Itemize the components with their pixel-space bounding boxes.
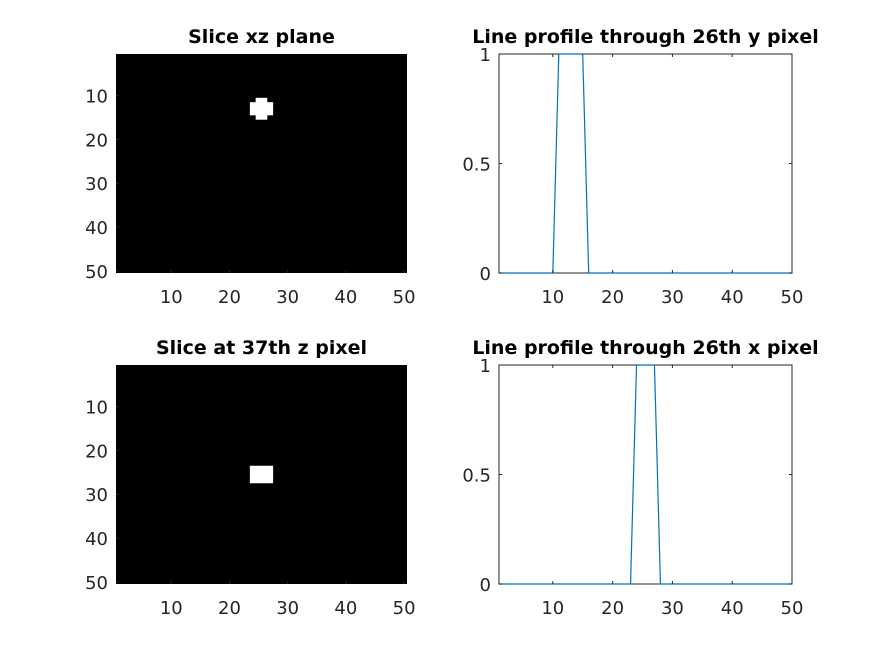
- x-tick-label: 10: [160, 598, 183, 619]
- x-tick-label: 40: [721, 287, 744, 308]
- y-tick-label: 1: [480, 356, 491, 377]
- x-tick-label: 30: [276, 287, 299, 308]
- y-tick-label: 40: [85, 529, 108, 550]
- x-tick-label: 20: [218, 598, 241, 619]
- panel-line-profile-x: Line profile through 26th x pixel 10 20 30…: [462, 337, 818, 619]
- series-line-0: [499, 364, 792, 585]
- plot-area: [116, 365, 407, 584]
- chart-title: Line profile through 26th x pixel: [472, 337, 818, 359]
- y-tick-label: 30: [85, 174, 108, 195]
- y-tick-label: 30: [85, 485, 108, 506]
- x-tick-label: 20: [218, 287, 241, 308]
- x-tick-label: 30: [661, 287, 684, 308]
- y-tick-label: 10: [85, 398, 108, 419]
- panel-slice-xz: Slice xz plane 10 20 30 40 50 10 20 30 40 50: [85, 26, 415, 308]
- y-tick-label: 0.5: [462, 155, 491, 176]
- plot-area: [498, 364, 793, 585]
- chart-title: Slice xz plane: [188, 26, 335, 48]
- y-tick-label: 20: [85, 130, 108, 151]
- bright-region-0: [249, 465, 274, 484]
- x-tick-label: 30: [276, 598, 299, 619]
- x-tick-label: 50: [393, 598, 416, 619]
- y-tick-label: 0: [480, 575, 491, 596]
- x-tick-label: 20: [601, 287, 624, 308]
- x-tick-label: 50: [781, 598, 804, 619]
- y-tick-label: 50: [85, 262, 108, 283]
- x-tick-label: 10: [541, 598, 564, 619]
- x-tick-label: 10: [541, 287, 564, 308]
- tick-labels: 10 20 30 40 50 0 0.5 1: [462, 45, 803, 308]
- x-tick-label: 30: [661, 598, 684, 619]
- x-tick-label: 20: [601, 598, 624, 619]
- axes-box: [498, 53, 793, 274]
- tick-labels: 10 20 30 40 50 0 0.5 1: [462, 356, 803, 619]
- chart-title: Line profile through 26th y pixel: [472, 26, 819, 48]
- tick-labels: 10 20 30 40 50 10 20 30 40 50: [85, 398, 415, 619]
- y-tick-label: 50: [85, 573, 108, 594]
- axes-box: [498, 364, 793, 585]
- x-tick-label: 50: [781, 287, 804, 308]
- y-tick-label: 40: [85, 218, 108, 239]
- image-background: [116, 54, 407, 273]
- y-tick-label: 0.5: [462, 466, 491, 487]
- plot-area: [116, 54, 407, 273]
- bright-region-1: [249, 102, 274, 116]
- chart-title: Slice at 37th z pixel: [156, 337, 367, 359]
- x-tick-label: 40: [334, 598, 357, 619]
- y-tick-label: 0: [480, 264, 491, 285]
- x-tick-label: 50: [393, 287, 416, 308]
- x-tick-label: 10: [160, 287, 183, 308]
- y-tick-label: 10: [85, 87, 108, 108]
- tick-labels: 10 20 30 40 50 10 20 30 40 50: [85, 87, 415, 308]
- y-tick-label: 20: [85, 441, 108, 462]
- panel-slice-z: Slice at 37th z pixel 10 20 30 40 50 10 20 30 40…: [85, 337, 415, 619]
- plot-area: [498, 53, 793, 274]
- panel-line-profile-y: Line profile through 26th y pixel 10 20 30…: [462, 26, 818, 308]
- series-line-0: [499, 53, 792, 274]
- x-tick-label: 40: [334, 287, 357, 308]
- x-tick-label: 40: [721, 598, 744, 619]
- y-tick-label: 1: [480, 45, 491, 66]
